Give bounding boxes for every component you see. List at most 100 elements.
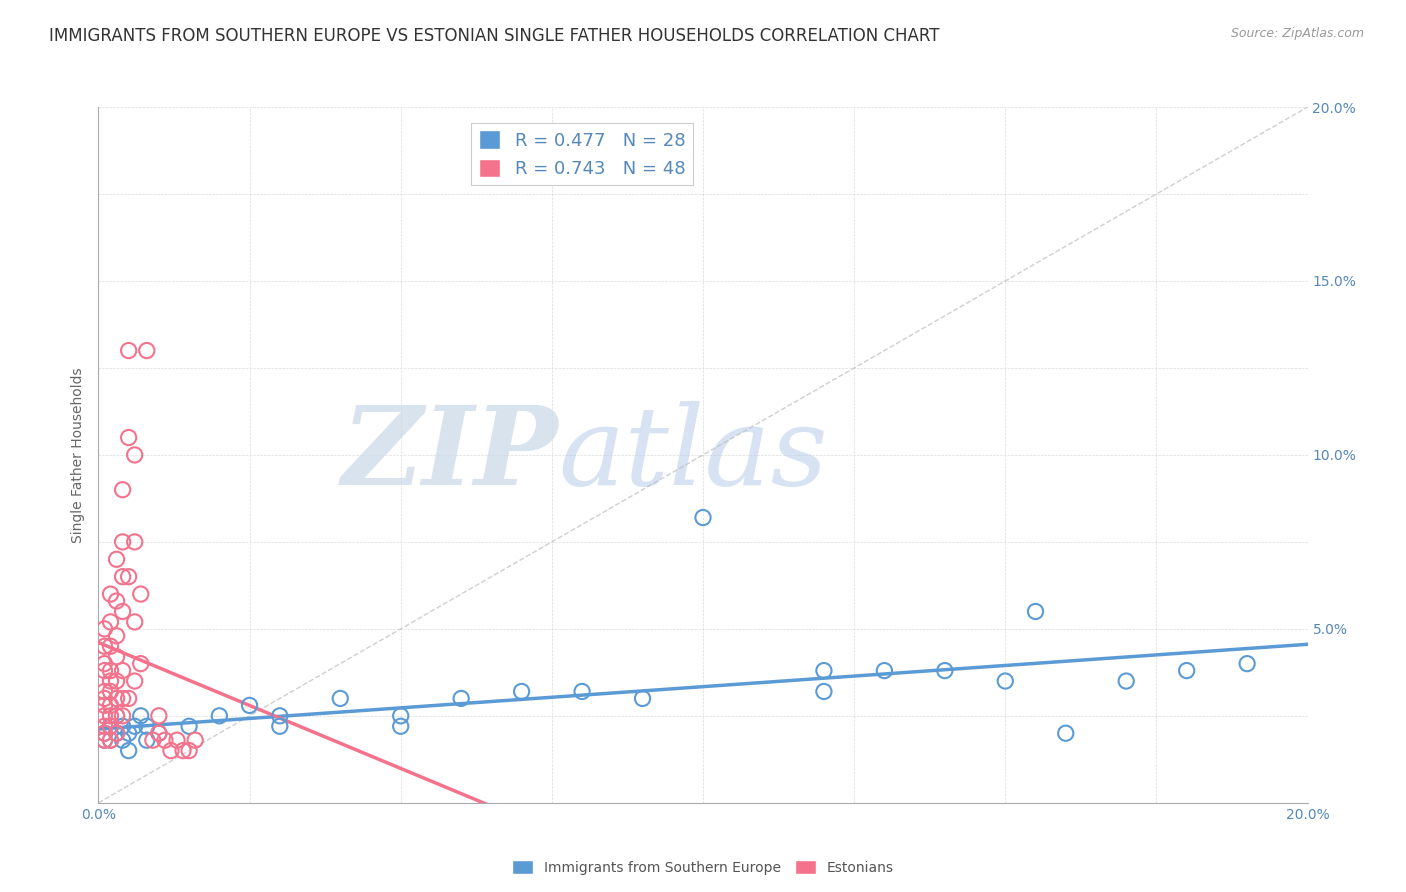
Point [93,622,115,636]
Point [179,744,201,758]
Point [1115,674,1137,689]
Point [135,343,157,358]
Point [105,708,128,723]
Point [135,719,157,733]
Point [105,726,128,740]
Point [118,726,141,740]
Point [111,570,134,584]
Point [93,733,115,747]
Point [93,726,115,740]
Point [93,708,115,723]
Point [389,719,412,733]
Point [100,698,122,713]
Point [124,674,146,689]
Point [100,639,122,653]
Point [105,726,128,740]
Point [118,570,141,584]
Point [105,674,128,689]
Point [269,708,291,723]
Point [160,744,183,758]
Point [129,657,152,671]
Point [135,733,157,747]
Point [124,448,146,462]
Point [813,684,835,698]
Point [166,733,188,747]
Point [118,744,141,758]
Text: IMMIGRANTS FROM SOUTHERN EUROPE VS ESTONIAN SINGLE FATHER HOUSEHOLDS CORRELATION: IMMIGRANTS FROM SOUTHERN EUROPE VS ESTON… [49,27,939,45]
Legend: Immigrants from Southern Europe, Estonians: Immigrants from Southern Europe, Estonia… [506,855,900,880]
Text: Source: ZipAtlas.com: Source: ZipAtlas.com [1230,27,1364,40]
Point [105,649,128,664]
Point [111,708,134,723]
Point [148,708,170,723]
Point [873,664,896,678]
Point [118,430,141,444]
Point [105,552,128,566]
Point [111,691,134,706]
Point [111,534,134,549]
Point [105,691,128,706]
Point [510,684,533,698]
Point [1024,605,1046,619]
Point [124,719,146,733]
Point [105,629,128,643]
Point [118,343,141,358]
Point [100,615,122,629]
Point [450,691,472,706]
Point [111,483,134,497]
Point [571,684,593,698]
Point [329,691,352,706]
Point [239,698,262,713]
Point [184,733,207,747]
Text: atlas: atlas [558,401,828,508]
Point [692,510,714,524]
Point [813,664,835,678]
Point [100,708,122,723]
Point [124,534,146,549]
Point [179,719,201,733]
Point [93,664,115,678]
Legend: R = 0.477   N = 28, R = 0.743   N = 48: R = 0.477 N = 28, R = 0.743 N = 48 [471,123,693,186]
Point [148,726,170,740]
Point [105,708,128,723]
Point [208,708,231,723]
Point [111,664,134,678]
Point [111,733,134,747]
Point [100,587,122,601]
Point [1175,664,1198,678]
Point [111,605,134,619]
Point [93,733,115,747]
Point [148,726,170,740]
Point [100,664,122,678]
Point [93,726,115,740]
Point [93,698,115,713]
Point [269,719,291,733]
Point [934,664,956,678]
Point [100,674,122,689]
Point [1054,726,1077,740]
Point [100,733,122,747]
Point [111,719,134,733]
Point [93,691,115,706]
Point [153,733,176,747]
Point [142,733,165,747]
Point [124,615,146,629]
Point [93,657,115,671]
Point [93,639,115,653]
Point [1236,657,1258,671]
Point [129,587,152,601]
Point [100,719,122,733]
Text: ZIP: ZIP [342,401,558,508]
Y-axis label: Single Father Households: Single Father Households [70,368,84,542]
Point [100,733,122,747]
Point [631,691,654,706]
Point [105,594,128,608]
Point [389,708,412,723]
Point [118,691,141,706]
Point [100,684,122,698]
Point [172,744,194,758]
Point [994,674,1017,689]
Point [100,719,122,733]
Point [93,719,115,733]
Point [93,684,115,698]
